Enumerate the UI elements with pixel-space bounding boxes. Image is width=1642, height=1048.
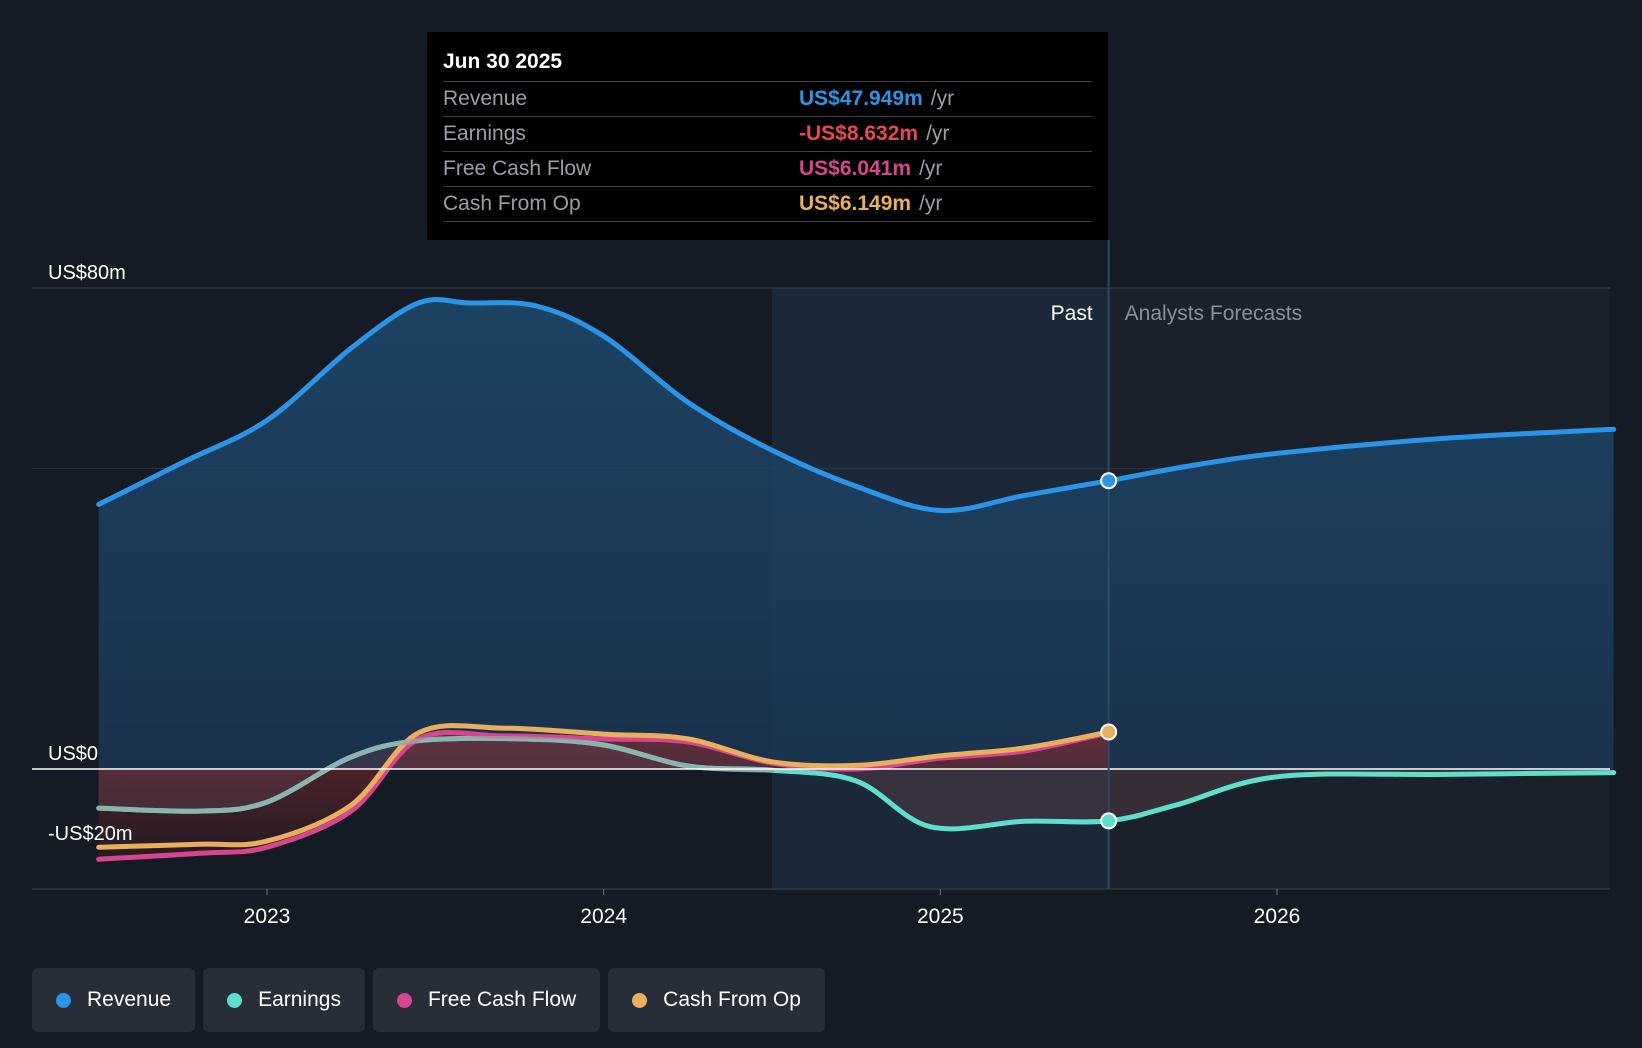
revenue-area-fill (98, 299, 1614, 769)
x-tick-label: 2024 (580, 905, 627, 928)
tooltip-unit: /yr (926, 122, 950, 145)
tooltip-value: US$6.149m (799, 192, 912, 215)
x-tick-label: 2023 (244, 905, 291, 928)
tooltip-row-cash-from-op: Cash From Op US$6.149m /yr (443, 186, 1092, 222)
tooltip-label: Cash From Op (443, 192, 581, 215)
tooltip-row-earnings: Earnings -US$8.632m /yr (443, 116, 1092, 151)
tooltip-value: US$47.949m (799, 87, 923, 110)
x-tick-label: 2026 (1254, 905, 1301, 928)
tooltip-unit: /yr (919, 157, 943, 180)
tooltip-label: Earnings (443, 122, 526, 145)
legend-label: Earnings (258, 988, 341, 1011)
legend-label: Cash From Op (663, 988, 801, 1011)
cash-from-op-line (96, 723, 1112, 850)
y-axis-label: US$80m (48, 262, 126, 284)
legend-label: Revenue (87, 988, 172, 1011)
legend-dot-icon (227, 992, 243, 1008)
legend-dot-icon (396, 992, 412, 1008)
revenue-line (96, 297, 1617, 514)
legend: Revenue Earnings Free Cash Flow Cash Fro… (32, 968, 825, 1032)
y-axis-label: US$0 (48, 743, 98, 765)
tooltip-row-free-cash-flow: Free Cash Flow US$6.041m /yr (443, 151, 1092, 186)
tooltip-label: Free Cash Flow (443, 157, 592, 180)
cash-from-op-marker (1100, 723, 1118, 741)
tooltip-value: US$6.041m (799, 157, 912, 180)
tooltip-unit: /yr (930, 87, 955, 110)
legend-item-free-cash-flow[interactable]: Free Cash Flow (372, 968, 601, 1032)
tooltip-value: -US$8.632m (799, 122, 919, 145)
tooltip-date: Jun 30 2025 (443, 50, 563, 73)
legend-label: Free Cash Flow (427, 988, 577, 1011)
revenue-marker (1100, 472, 1118, 490)
tooltip-row-revenue: Revenue US$47.949m /yr (443, 81, 1092, 116)
legend-item-revenue[interactable]: Revenue (32, 968, 196, 1032)
legend-item-earnings[interactable]: Earnings (203, 968, 365, 1032)
x-tick-label: 2025 (917, 905, 964, 928)
legend-dot-icon (632, 992, 648, 1008)
tooltip-unit: /yr (919, 192, 943, 215)
tooltip: Jun 30 2025 Revenue US$47.949m /yr Earni… (427, 32, 1108, 240)
y-axis-label: -US$20m (48, 823, 132, 845)
earnings-marker (1100, 812, 1118, 830)
forecast-label: Analysts Forecasts (1125, 302, 1302, 325)
past-label: Past (1051, 302, 1093, 325)
earnings-line-muted (96, 735, 775, 814)
tooltip-label: Revenue (443, 87, 528, 110)
legend-item-cash-from-op[interactable]: Cash From Op (608, 968, 825, 1032)
earnings-area-fill (98, 738, 1614, 829)
legend-dot-icon (56, 992, 71, 1008)
